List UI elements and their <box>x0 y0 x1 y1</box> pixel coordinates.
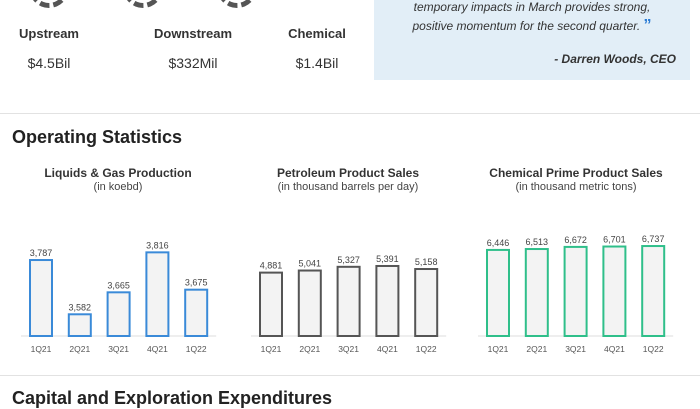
quote-text: positive momentum for the second quarter… <box>412 19 641 33</box>
chart-title: Liquids & Gas Production <box>44 166 192 180</box>
x-tick-label: 3Q21 <box>108 344 129 354</box>
quote-author: - Darren Woods, CEO <box>554 52 676 66</box>
bar <box>563 245 588 337</box>
data-label: 6,446 <box>487 238 510 248</box>
bar <box>524 248 549 337</box>
bar <box>297 269 322 337</box>
bar <box>486 248 510 337</box>
section-title: Operating Statistics <box>12 127 183 147</box>
bar <box>602 245 627 337</box>
data-label: 3,787 <box>30 248 53 258</box>
bar <box>641 245 666 337</box>
bar <box>414 268 439 338</box>
x-tick-label: 2Q21 <box>299 344 320 354</box>
data-label: 6,672 <box>564 235 587 245</box>
data-label: 5,158 <box>415 257 438 267</box>
segment-label: Upstream <box>19 26 79 41</box>
divider <box>0 375 700 376</box>
ceo-quote-box: temporary impacts in March provides stro… <box>374 0 690 80</box>
data-label: 6,701 <box>603 235 626 245</box>
bar <box>29 259 53 338</box>
data-label: 5,391 <box>376 254 399 264</box>
quote-line: positive momentum for the second quarter… <box>374 17 690 35</box>
segment-value: $4.5Bil <box>27 55 71 71</box>
chart-subtitle: (in thousand metric tons) <box>515 181 637 193</box>
x-tick-label: 1Q21 <box>261 344 282 354</box>
x-tick-label: 2Q21 <box>69 344 90 354</box>
divider <box>0 113 700 114</box>
bar <box>375 264 400 337</box>
segment-label: Downstream <box>153 26 233 41</box>
data-label: 3,665 <box>107 280 130 290</box>
data-label: 3,816 <box>146 240 169 250</box>
data-label: 5,327 <box>337 255 360 265</box>
x-tick-label: 4Q21 <box>604 344 625 354</box>
x-tick-label: 4Q21 <box>147 344 168 354</box>
close-quote-icon: ” <box>643 17 652 34</box>
data-label: 3,582 <box>69 302 92 312</box>
next-section-title: Capital and Exploration Expenditures <box>12 388 333 408</box>
x-tick-label: 4Q21 <box>377 344 398 354</box>
x-tick-label: 2Q21 <box>526 344 547 354</box>
bar <box>145 251 170 337</box>
chart-subtitle: (in koebd) <box>93 181 143 193</box>
data-label: 4,881 <box>260 261 283 271</box>
bar <box>184 288 209 338</box>
segment-value: $332Mil <box>168 55 218 71</box>
chart-subtitle: (in thousand barrels per day) <box>277 181 419 193</box>
x-tick-label: 1Q22 <box>416 344 437 354</box>
segment-value: $1.4Bil <box>295 55 339 71</box>
bar <box>67 313 92 338</box>
data-label: 6,737 <box>642 234 665 244</box>
operating-charts: 3,787 1Q21 3,582 2Q21 3,665 3Q21 3,816 4Q21 3,67… <box>21 234 674 354</box>
bar <box>259 271 283 337</box>
quote-line: temporary impacts in March provides stro… <box>413 0 651 14</box>
x-tick-label: 1Q21 <box>31 344 52 354</box>
bar <box>106 291 131 337</box>
data-label: 5,041 <box>299 259 322 269</box>
chart-title: Chemical Prime Product Sales <box>489 166 663 180</box>
x-tick-label: 3Q21 <box>565 344 586 354</box>
data-label: 3,675 <box>185 278 208 288</box>
x-tick-label: 1Q21 <box>488 344 509 354</box>
data-label: 6,513 <box>526 237 549 247</box>
bar <box>336 265 361 337</box>
x-tick-label: 1Q22 <box>643 344 664 354</box>
segment-label: Chemical <box>288 26 346 41</box>
x-tick-label: 3Q21 <box>338 344 359 354</box>
chart-title: Petroleum Product Sales <box>276 166 420 180</box>
x-tick-label: 1Q22 <box>186 344 207 354</box>
